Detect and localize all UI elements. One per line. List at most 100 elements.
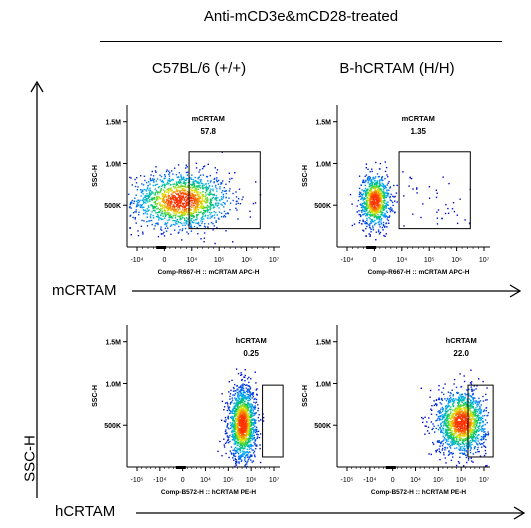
event-dot (450, 411, 452, 413)
event-dot (185, 207, 188, 210)
event-dot (380, 223, 383, 225)
event-dot (436, 441, 438, 443)
event-dot (255, 429, 257, 432)
event-dot (439, 458, 441, 461)
event-dot (471, 435, 473, 438)
event-dot (234, 465, 236, 467)
event-dot (442, 407, 444, 410)
event-dot (210, 202, 212, 204)
event-dot (470, 457, 472, 459)
event-dot (360, 195, 362, 197)
event-dot (241, 411, 243, 413)
event-dot (167, 179, 169, 182)
event-dot (203, 225, 206, 227)
event-dot (362, 181, 364, 184)
event-dot (459, 446, 462, 448)
event-dot (238, 433, 241, 435)
event-dot (256, 393, 258, 396)
event-dot (389, 197, 391, 199)
event-dot (168, 195, 170, 198)
event-dot (258, 414, 260, 416)
event-dot (240, 424, 242, 426)
event-dot (255, 419, 257, 421)
event-dot (442, 435, 444, 437)
event-dot (441, 414, 443, 416)
event-dot (456, 440, 458, 442)
event-dot (167, 192, 170, 194)
event-dot (163, 192, 166, 194)
event-dot (377, 187, 380, 189)
event-dot (164, 194, 167, 196)
event-dot (230, 426, 233, 428)
event-dot (195, 222, 197, 224)
event-dot (163, 177, 165, 180)
event-dot (479, 425, 481, 427)
event-dot (147, 197, 149, 199)
event-dot (444, 422, 446, 424)
event-dot (229, 440, 231, 443)
event-dot (252, 427, 254, 429)
event-dot (241, 424, 243, 427)
event-dot (152, 207, 154, 209)
event-dot (378, 217, 380, 219)
event-dot (236, 420, 238, 422)
event-dot (129, 176, 131, 179)
event-dot (177, 164, 180, 166)
event-dot (179, 203, 181, 205)
event-dot (364, 222, 366, 225)
event-dot (242, 417, 244, 419)
event-dot (466, 403, 468, 406)
event-dot (177, 185, 180, 187)
event-dot (185, 164, 187, 166)
event-dot (252, 394, 254, 396)
event-dot (242, 423, 244, 426)
event-dot (250, 378, 252, 380)
event-dot (223, 210, 226, 213)
event-dot (155, 166, 157, 168)
event-dot (195, 207, 197, 209)
event-dot (247, 430, 249, 432)
event-dot (193, 225, 196, 228)
event-dot (369, 211, 372, 213)
event-dot (365, 190, 367, 193)
event-dot (253, 418, 255, 420)
event-dot (197, 203, 199, 205)
event-dot (201, 218, 203, 220)
event-dot (225, 230, 227, 232)
event-dot (240, 425, 243, 427)
event-dot (482, 425, 484, 427)
event-dot (479, 400, 482, 402)
event-dot (449, 392, 452, 394)
event-dot (371, 168, 373, 170)
event-dot (457, 405, 459, 407)
event-dot (456, 214, 458, 216)
event-dot (361, 223, 363, 225)
event-dot (196, 214, 198, 216)
event-dot (159, 217, 161, 219)
event-dot (437, 424, 439, 427)
x-axis-zero-band (156, 246, 167, 249)
event-dot (255, 445, 257, 447)
event-dot (376, 207, 378, 209)
event-dot (484, 431, 486, 433)
event-dot (442, 415, 444, 418)
event-dot (248, 438, 250, 440)
event-dot (367, 213, 369, 216)
event-dot (253, 450, 256, 453)
event-dot (470, 405, 473, 407)
event-dot (167, 203, 169, 206)
event-dot (167, 197, 170, 199)
event-dot (235, 191, 237, 193)
event-dot (235, 449, 237, 452)
event-dot (160, 188, 162, 190)
event-dot (147, 181, 150, 183)
event-dot (441, 399, 444, 401)
event-dot (239, 449, 241, 451)
event-dot (469, 444, 472, 446)
event-dot (368, 224, 370, 226)
event-dot (201, 167, 204, 170)
event-dot (180, 185, 182, 187)
event-dot (449, 437, 451, 439)
event-dot (229, 450, 231, 452)
event-dot (141, 189, 143, 191)
